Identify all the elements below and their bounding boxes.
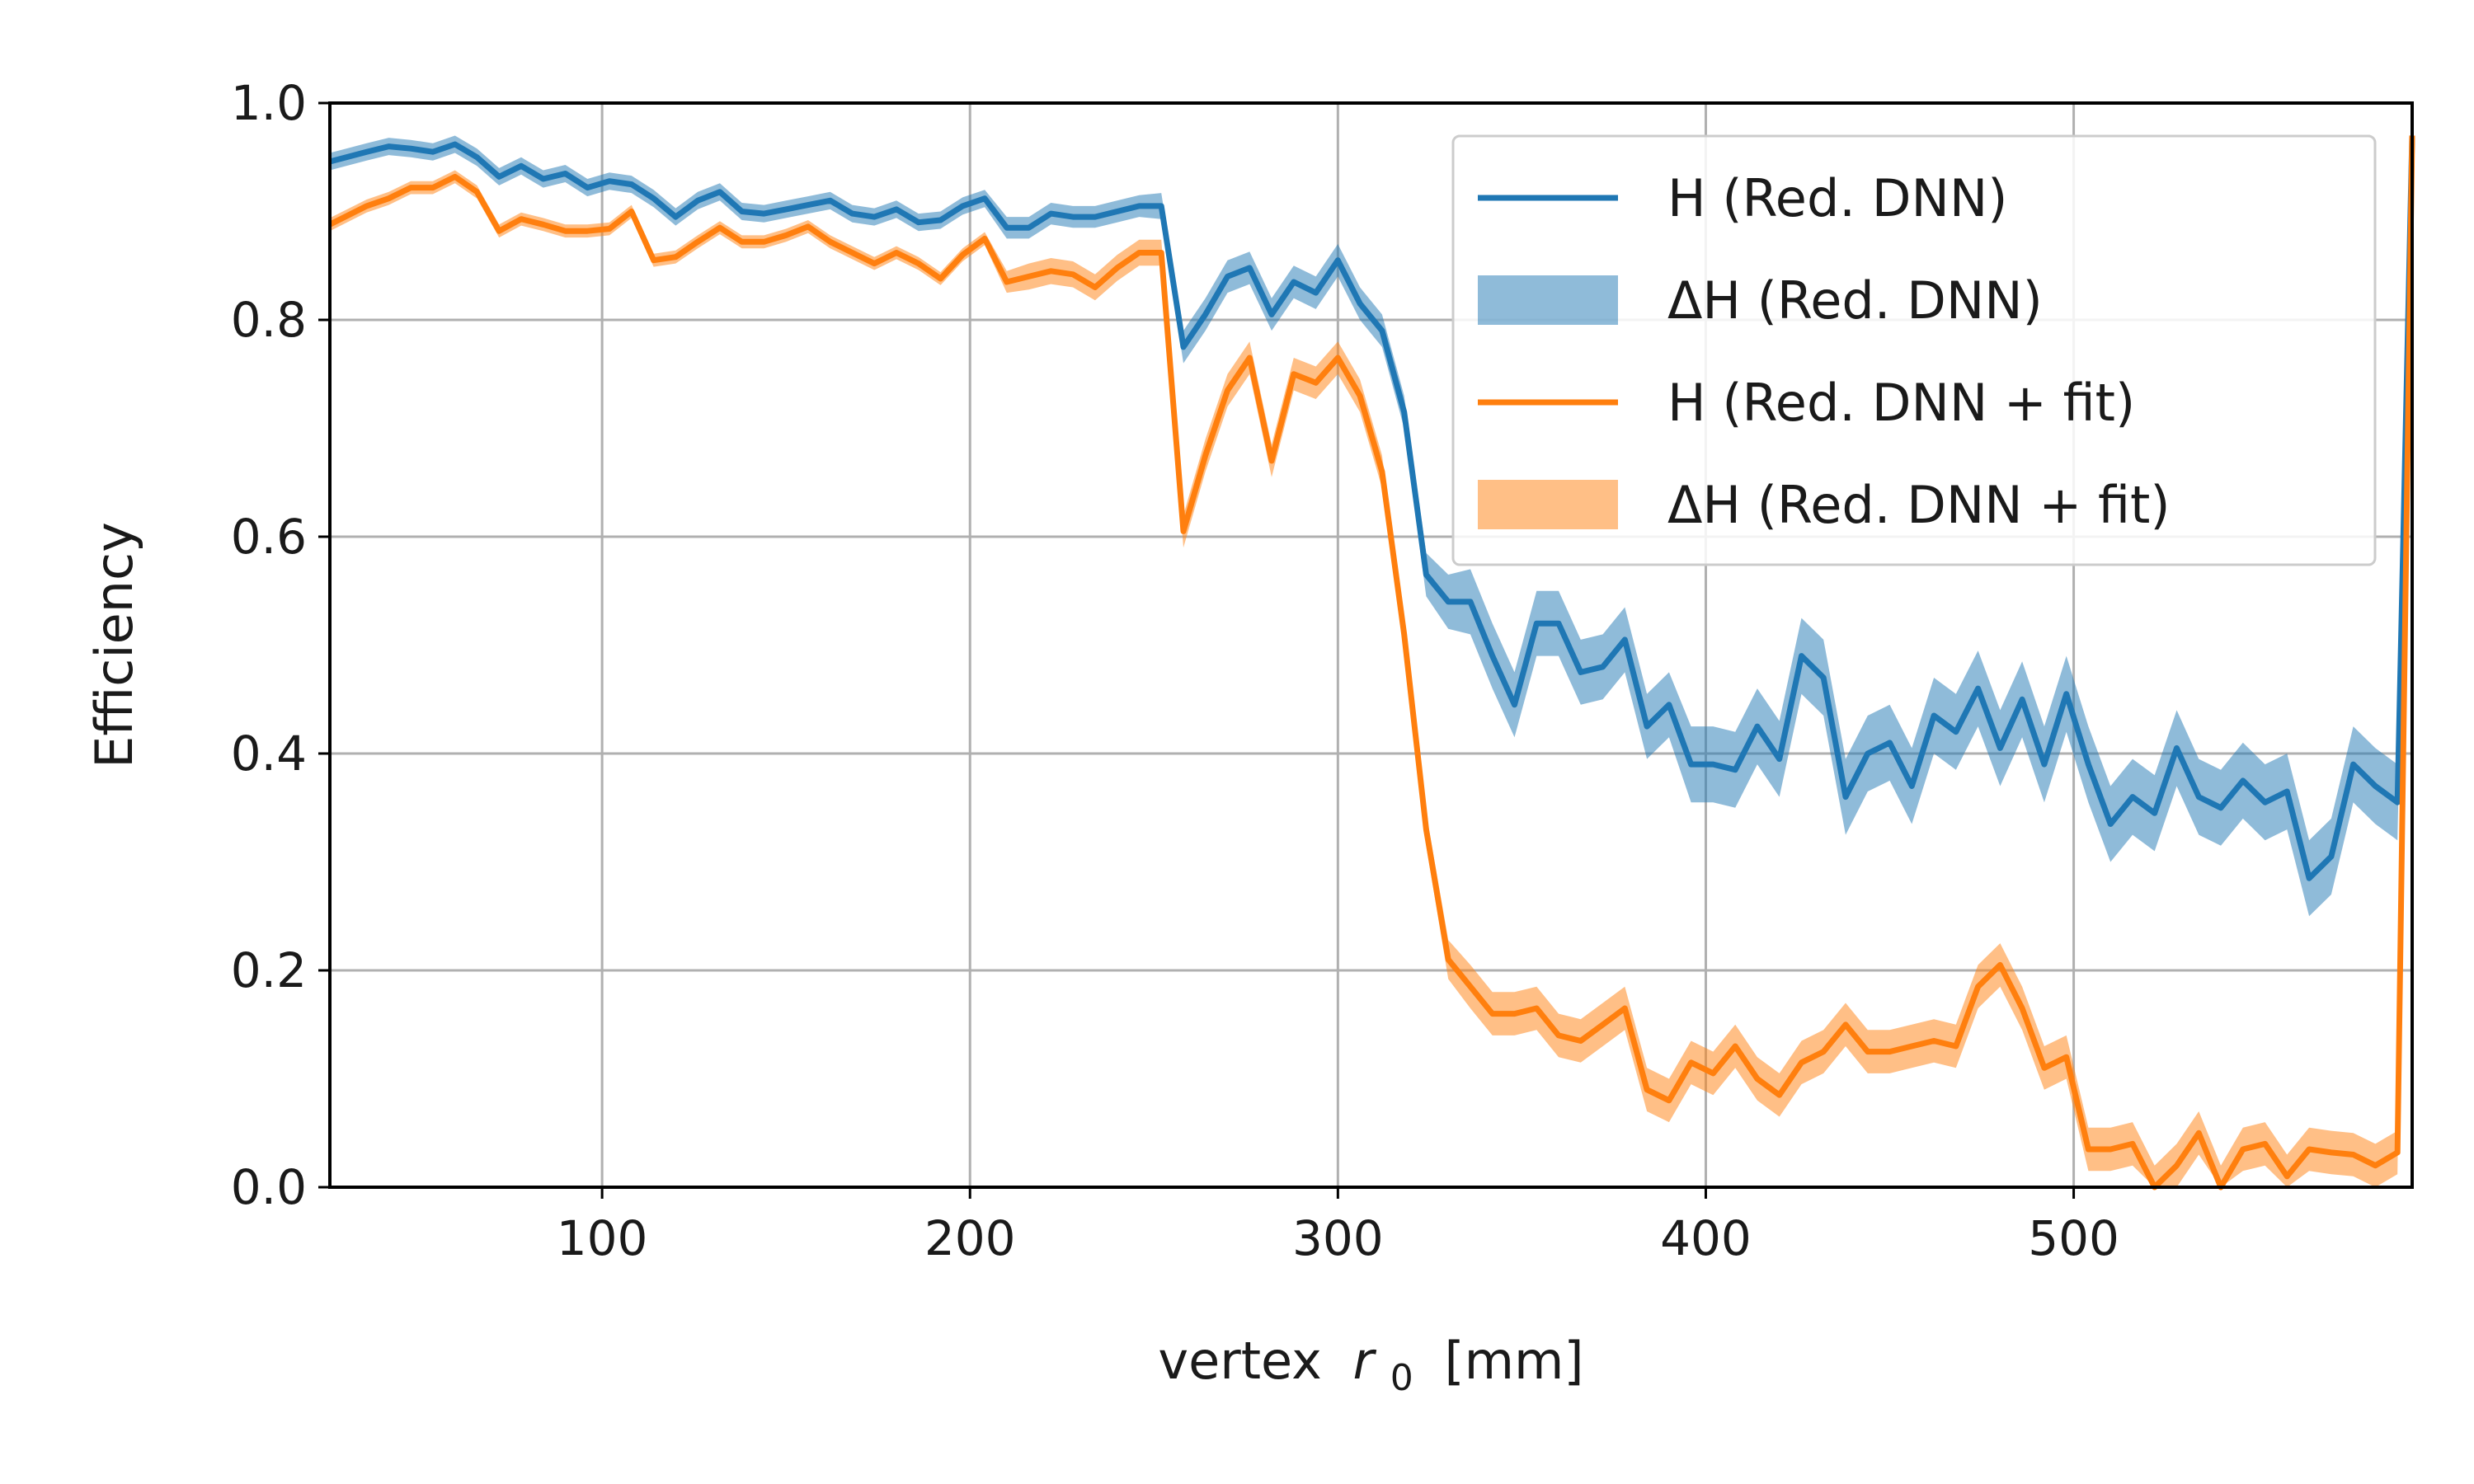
legend: H (Red. DNN) ΔH (Red. DNN) H (Red. DNN + f…	[1451, 134, 2377, 566]
legend-label: H (Red. DNN + fit)	[1667, 373, 2135, 433]
y-axis-label: Efficiency	[84, 522, 144, 768]
y-tick-label: 0.8	[231, 292, 307, 348]
y-tick-label: 0.6	[231, 509, 307, 565]
y-tick-label: 0.0	[231, 1159, 307, 1215]
x-tick-label: 100	[557, 1210, 648, 1266]
x-tick-label: 200	[924, 1210, 1016, 1266]
y-tick-label: 0.4	[231, 726, 307, 782]
x-axis-label-text: vertex	[1158, 1331, 1321, 1391]
x-tick-label: 300	[1292, 1210, 1384, 1266]
plot-frame	[328, 101, 2414, 1189]
legend-band-swatch	[1478, 275, 1618, 325]
legend-label: H (Red. DNN)	[1667, 168, 2007, 228]
series-lines	[328, 135, 2415, 1190]
x-axis-label-unit: [mm]	[1444, 1331, 1583, 1391]
uncertainty-bands	[330, 124, 2412, 1187]
x-axis-label-symbol: r	[1353, 1331, 1377, 1391]
x-tick-label: 400	[1660, 1210, 1752, 1266]
x-tick-label: 500	[2028, 1210, 2119, 1266]
axis-ticks: 100 200 300 400 500 0.0 0.2 0.4 0.6 0.8 1.0	[231, 75, 2119, 1266]
y-tick-label: 1.0	[231, 75, 307, 131]
y-tick-label: 0.2	[231, 942, 307, 998]
series-2-line	[328, 135, 2415, 1190]
legend-label: ΔH (Red. DNN)	[1667, 270, 2043, 331]
legend-items: H (Red. DNN) ΔH (Red. DNN) H (Red. DNN + f…	[1478, 168, 2171, 535]
legend-label: ΔH (Red. DNN + fit)	[1667, 475, 2171, 535]
series-1-band	[330, 124, 2412, 917]
legend-box	[1451, 134, 2377, 566]
x-axis-label-subscript: 0	[1390, 1357, 1413, 1399]
legend-band-swatch	[1478, 480, 1618, 529]
series-1-line	[329, 135, 2415, 881]
x-axis-label: vertex r 0 [mm]	[1158, 1331, 1583, 1402]
